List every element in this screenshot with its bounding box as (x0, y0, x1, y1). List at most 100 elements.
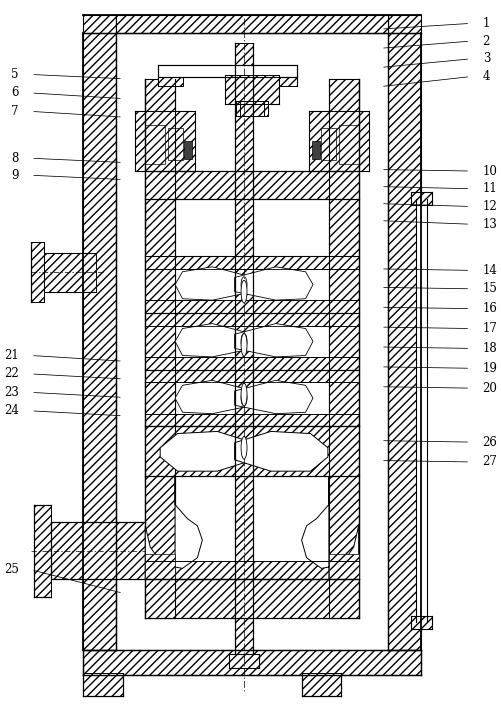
Bar (145, 554, 175, 579)
Bar (410, 192, 431, 205)
Ellipse shape (240, 437, 246, 459)
Text: 3: 3 (482, 53, 489, 65)
Text: 6: 6 (11, 87, 19, 100)
Bar (83, 33, 115, 650)
Bar (167, 129, 182, 161)
Bar (145, 357, 358, 370)
Bar (235, 102, 268, 116)
Bar (328, 383, 358, 414)
Bar (115, 15, 388, 33)
Text: 22: 22 (4, 368, 19, 380)
Bar (157, 70, 182, 86)
Bar (145, 476, 175, 579)
Bar (44, 252, 96, 292)
Bar (311, 141, 320, 159)
Polygon shape (175, 324, 253, 357)
Text: 15: 15 (482, 282, 496, 295)
Bar (228, 653, 259, 668)
Text: 11: 11 (482, 182, 496, 196)
Bar (51, 523, 145, 579)
Text: 18: 18 (482, 342, 496, 355)
Text: 9: 9 (11, 169, 19, 182)
Bar (115, 15, 388, 33)
Bar (388, 15, 420, 33)
Ellipse shape (240, 280, 246, 303)
Text: 5: 5 (11, 68, 19, 81)
Polygon shape (301, 476, 358, 579)
Bar (31, 242, 44, 302)
Bar (145, 313, 358, 326)
Polygon shape (175, 267, 253, 300)
Polygon shape (160, 432, 253, 471)
Bar (415, 199, 426, 621)
Bar (145, 383, 175, 414)
Text: 14: 14 (482, 264, 496, 277)
Text: 12: 12 (482, 200, 496, 213)
Bar (145, 79, 175, 618)
Bar (328, 476, 358, 579)
Text: 4: 4 (482, 70, 489, 83)
Bar (157, 65, 296, 77)
Text: 8: 8 (12, 151, 19, 165)
Polygon shape (234, 267, 313, 300)
Bar (135, 111, 194, 171)
Bar (83, 15, 115, 33)
Bar (224, 75, 279, 104)
Bar (145, 427, 358, 476)
Bar (145, 269, 175, 300)
Bar (309, 111, 368, 171)
Bar (328, 326, 358, 357)
Text: 20: 20 (482, 382, 496, 395)
Bar (34, 505, 51, 597)
Ellipse shape (240, 383, 246, 406)
Bar (338, 125, 358, 164)
Bar (145, 125, 165, 164)
Bar (145, 256, 358, 269)
Polygon shape (234, 380, 313, 414)
Bar (388, 33, 420, 650)
Text: 26: 26 (482, 436, 496, 449)
Bar (145, 326, 175, 357)
Text: 13: 13 (482, 218, 496, 231)
Text: 27: 27 (482, 456, 496, 469)
Bar (83, 673, 123, 696)
Bar (328, 79, 358, 618)
Bar (328, 554, 358, 579)
Text: 10: 10 (482, 164, 496, 178)
Text: 21: 21 (4, 349, 19, 362)
Bar (239, 102, 264, 116)
Text: 2: 2 (482, 35, 489, 48)
Polygon shape (234, 324, 313, 357)
Bar (145, 300, 358, 313)
Text: 16: 16 (482, 302, 496, 315)
Bar (410, 616, 431, 629)
Bar (145, 370, 358, 383)
Text: 19: 19 (482, 362, 496, 375)
Bar (234, 43, 253, 664)
Ellipse shape (240, 277, 246, 292)
Text: 25: 25 (4, 563, 19, 577)
Ellipse shape (240, 333, 246, 356)
Ellipse shape (240, 333, 246, 349)
Bar (301, 673, 341, 696)
Ellipse shape (240, 390, 246, 406)
Bar (145, 579, 358, 618)
Bar (271, 70, 296, 86)
Bar (239, 102, 264, 116)
Text: 1: 1 (482, 17, 489, 30)
Text: 7: 7 (11, 105, 19, 118)
Bar (321, 129, 336, 161)
Text: 24: 24 (4, 405, 19, 417)
Bar (145, 414, 358, 427)
Polygon shape (145, 476, 202, 579)
Text: 23: 23 (4, 386, 19, 399)
Bar (328, 269, 358, 300)
Bar (145, 171, 358, 199)
Polygon shape (234, 432, 327, 471)
Polygon shape (175, 380, 253, 414)
Bar (115, 33, 388, 157)
Bar (44, 252, 96, 292)
Bar (83, 650, 420, 675)
Text: 17: 17 (482, 322, 496, 335)
Bar (183, 141, 192, 159)
